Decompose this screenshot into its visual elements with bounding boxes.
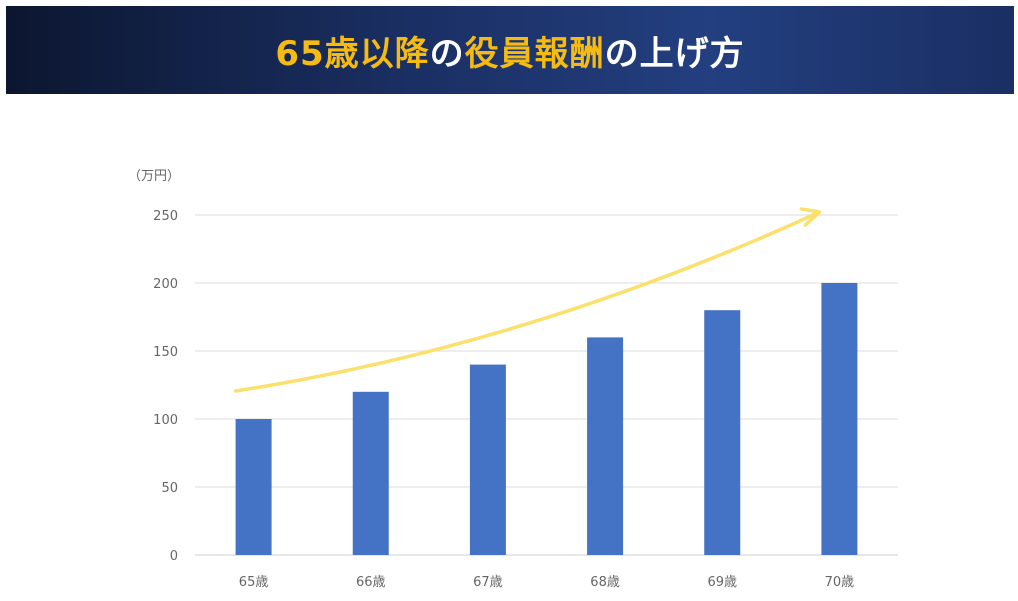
- bar: [704, 310, 741, 555]
- y-unit-label: （万円）: [128, 169, 180, 184]
- page-title: 65歳以降の役員報酬の上げ方: [275, 26, 744, 75]
- x-tick-label: 65歳: [239, 575, 269, 590]
- bar: [821, 283, 858, 555]
- title-part: 役員報酬: [464, 33, 605, 74]
- y-tick-label: 0: [170, 549, 178, 564]
- bar: [469, 364, 506, 555]
- trend-arrow-head: [799, 207, 822, 227]
- bar: [587, 337, 624, 555]
- y-tick-label: 50: [161, 481, 178, 496]
- x-tick-label: 66歳: [356, 575, 386, 590]
- title-banner: 65歳以降の役員報酬の上げ方: [6, 6, 1014, 94]
- x-tick-label: 70歳: [825, 575, 855, 590]
- y-tick-label: 150: [153, 345, 178, 360]
- y-tick-label: 250: [153, 209, 178, 224]
- y-tick-label: 100: [153, 413, 178, 428]
- x-tick-label: 69歳: [707, 575, 737, 590]
- bar: [235, 419, 272, 555]
- trend-arrow: [233, 211, 820, 393]
- title-part: の上げ方: [604, 33, 745, 74]
- x-tick-label: 67歳: [473, 575, 503, 590]
- bar: [352, 391, 389, 555]
- title-part: 65歳以降: [275, 33, 430, 74]
- y-tick-label: 200: [153, 277, 178, 292]
- x-tick-label: 68歳: [590, 575, 620, 590]
- title-part: の: [429, 33, 465, 74]
